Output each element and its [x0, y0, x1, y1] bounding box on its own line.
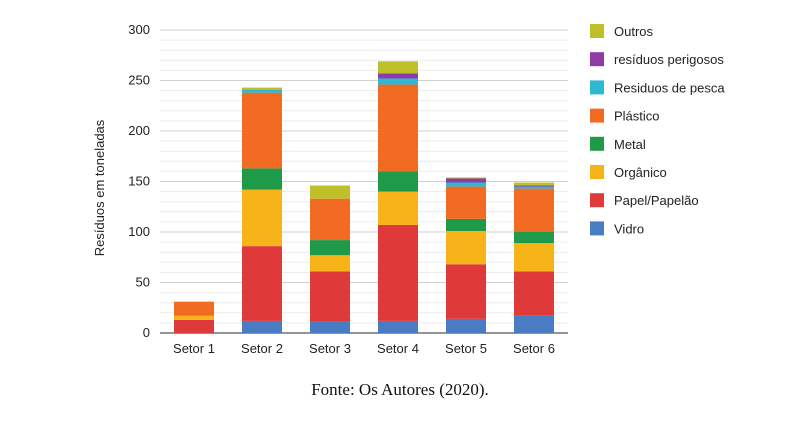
y-tick-label: 250 — [128, 73, 150, 88]
x-tick-label: Setor 1 — [173, 341, 215, 356]
bar-segment — [310, 321, 350, 333]
bar-segment — [310, 198, 350, 241]
bar-segment — [378, 78, 418, 85]
bar-segment — [514, 232, 554, 244]
bar-segment — [310, 185, 350, 199]
bar-segment — [514, 271, 554, 316]
legend-swatch — [590, 221, 604, 236]
x-tick-label: Setor 5 — [445, 341, 487, 356]
bar-segment — [378, 224, 418, 321]
legend-swatch — [590, 108, 604, 123]
x-axis-ticks: Setor 1 Setor 2 Setor 3 Setor 4 Setor 5 Setor… — [173, 341, 555, 356]
legend: Outros resíduos perigosos Residuos de pesc… — [590, 24, 725, 236]
source-caption: Fonte: Os Autores (2020). — [311, 380, 489, 399]
bar-segment — [174, 315, 214, 320]
x-tick-label: Setor 4 — [377, 341, 419, 356]
grid-lines — [160, 29, 568, 334]
bar-segment — [446, 186, 486, 219]
legend-label: Orgânico — [614, 165, 667, 180]
bars — [174, 61, 554, 333]
bar-segment — [378, 73, 418, 79]
bar-segment — [378, 171, 418, 192]
legend-label: Metal — [614, 137, 646, 152]
legend-swatch — [590, 24, 604, 38]
y-tick-label: 200 — [128, 123, 150, 138]
x-tick-label: Setor 2 — [241, 341, 283, 356]
bar-segment — [242, 168, 282, 190]
bar-segment — [446, 177, 486, 179]
bar-segment — [242, 189, 282, 247]
legend-label: Outros — [614, 24, 654, 39]
bar-segment — [446, 318, 486, 333]
y-tick-label: 50 — [136, 275, 150, 290]
legend-swatch — [590, 165, 604, 179]
legend-swatch — [590, 52, 604, 67]
legend-label: Vidro — [614, 221, 644, 236]
legend-label: Residuos de pesca — [614, 80, 725, 95]
bar-segment — [378, 320, 418, 333]
bar-segment — [174, 301, 214, 316]
bar-segment — [514, 188, 554, 232]
y-axis-ticks: 0 50 100 150 200 250 300 — [128, 22, 150, 340]
legend-label: Plástico — [614, 109, 660, 124]
legend-swatch — [590, 80, 604, 95]
bar-segment — [514, 315, 554, 333]
bar-segment — [310, 240, 350, 256]
bar-segment — [378, 61, 418, 74]
bar-segment — [446, 264, 486, 319]
y-tick-label: 300 — [128, 22, 150, 37]
legend-label: resíduos perigosos — [614, 52, 724, 67]
y-axis-label: Resíduos em toneladas — [92, 119, 107, 256]
bar-segment — [242, 87, 282, 90]
x-tick-label: Setor 3 — [309, 341, 351, 356]
y-tick-label: 0 — [143, 325, 150, 340]
bar-segment — [310, 255, 350, 272]
x-tick-label: Setor 6 — [513, 341, 555, 356]
bar-segment — [310, 271, 350, 322]
bar-segment — [242, 320, 282, 333]
bar-segment — [514, 243, 554, 272]
bar-segment — [378, 84, 418, 172]
bar-segment — [514, 182, 554, 186]
bar-segment — [242, 92, 282, 169]
legend-swatch — [590, 136, 604, 151]
legend-label: Papel/Papelão — [614, 193, 699, 208]
bar-segment — [446, 230, 486, 265]
legend-swatch — [590, 193, 604, 208]
stacked-bar-chart: 0 50 100 150 200 250 300 Setor 1 Setor 2 Setor 3… — [92, 22, 725, 356]
bar-segment — [446, 218, 486, 231]
bar-segment — [242, 246, 282, 321]
bar-segment — [446, 182, 486, 187]
y-tick-label: 100 — [128, 224, 150, 239]
bar-segment — [514, 186, 554, 189]
bar-segment — [242, 89, 282, 93]
bar-segment — [378, 191, 418, 225]
y-tick-label: 150 — [128, 174, 150, 189]
bar-segment — [514, 185, 554, 187]
bar-segment — [174, 319, 214, 333]
bar-segment — [446, 178, 486, 183]
